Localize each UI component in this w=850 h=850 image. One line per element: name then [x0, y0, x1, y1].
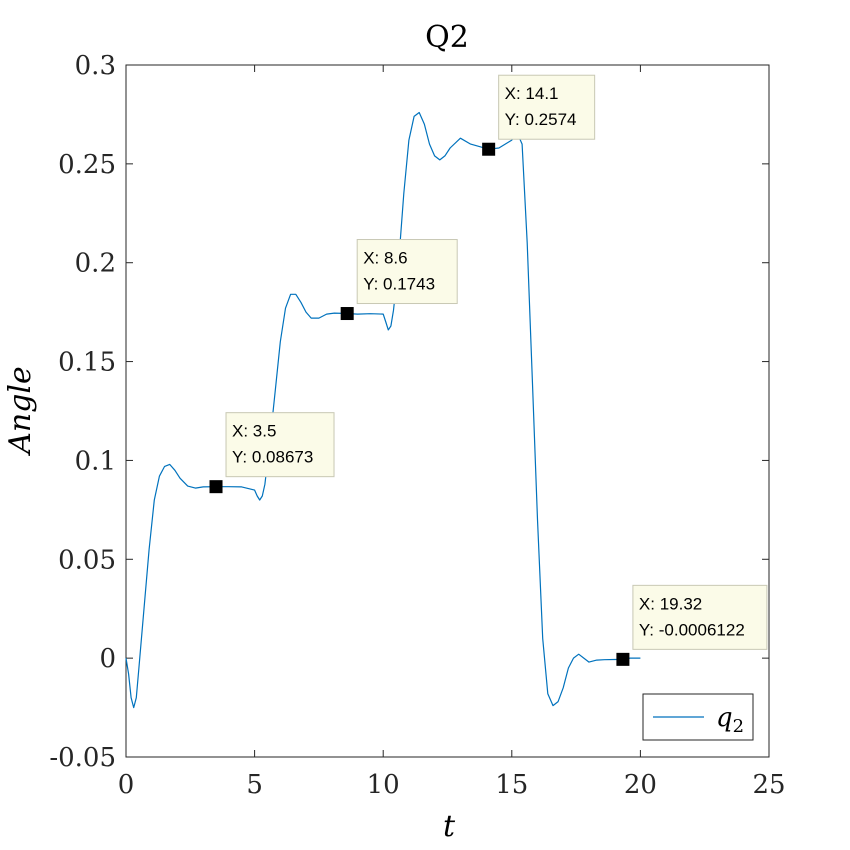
x-axis-label: t — [443, 809, 456, 844]
y-tick-label: 0.25 — [58, 150, 116, 180]
series-line-q2 — [125, 111, 641, 709]
datatip-marker — [616, 652, 630, 666]
datatip-box — [498, 74, 596, 140]
x-tick-label: 10 — [367, 770, 400, 800]
y-tick-label: 0.2 — [75, 249, 116, 279]
datatip-box — [356, 239, 458, 305]
datatip-y-text: Y: 0.08673 — [232, 448, 313, 467]
axes-box — [125, 64, 770, 758]
datatip-x-text: X: 8.6 — [363, 249, 407, 268]
datatip-y-text: Y: 0.1743 — [363, 275, 435, 294]
y-tick-label: 0.15 — [58, 348, 116, 378]
datatip-marker — [482, 142, 496, 156]
datatip-y-text: Y: 0.2574 — [505, 110, 577, 129]
y-tick-label: 0.05 — [58, 545, 116, 575]
datatip-box — [225, 412, 335, 478]
x-tick-label: 0 — [118, 770, 135, 800]
legend-label: q2 — [716, 703, 744, 737]
y-tick-label: 0 — [99, 644, 116, 674]
datatip-x-text: X: 3.5 — [232, 422, 276, 441]
datatip-marker — [340, 307, 354, 321]
datatip-x-text: X: 19.32 — [639, 594, 702, 613]
x-tick-label: 25 — [752, 770, 785, 800]
y-tick-label: 0.3 — [75, 51, 116, 81]
datatip-marker — [209, 480, 223, 494]
datatip-x-text: X: 14.1 — [505, 84, 559, 103]
x-tick-label: 5 — [246, 770, 263, 800]
plot-area: 0 5 10 15 20 25-0.0500.050.10.150.20.250.3X: … — [49, 51, 785, 800]
datatip-y-text: Y: -0.0006122 — [639, 620, 745, 639]
y-tick-label: 0.1 — [75, 446, 116, 476]
y-axis-label: Angle — [3, 366, 38, 457]
chart-title: Q2 — [425, 20, 469, 55]
x-tick-label: 15 — [495, 770, 528, 800]
x-tick-label: 20 — [624, 770, 657, 800]
y-tick-label: -0.05 — [49, 743, 116, 773]
datatip-box — [632, 584, 768, 650]
